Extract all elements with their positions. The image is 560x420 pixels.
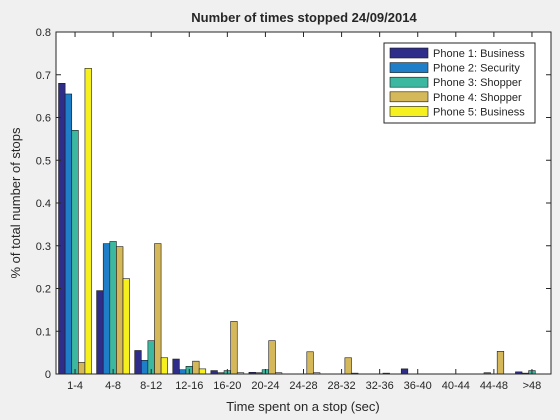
bar-series-5-1216: [198, 368, 207, 375]
legend: Phone 1: Business Phone 2: Security Phone …: [383, 42, 536, 124]
bar-series-1-14: [58, 83, 66, 375]
x-tick-label: 28-32: [328, 380, 356, 392]
x-tick-label: 36-40: [404, 380, 432, 392]
x-axis-ticks: 1-4 4-8 8-12 12-16 16-20 20-24 24-28 28-32 32-36…: [67, 32, 541, 392]
bar-series-3-48: [109, 241, 117, 375]
y-axis-label: % of total number of stops: [8, 127, 23, 279]
legend-label: Phone 2: Security: [433, 63, 520, 75]
bar-series-1-812: [134, 350, 142, 375]
x-tick-label: 40-44: [442, 380, 470, 392]
y-tick-label: 0.7: [36, 70, 51, 82]
legend-items: Phone 1: Business Phone 2: Security Phone …: [389, 47, 525, 118]
bar-series-2-14: [64, 93, 73, 375]
x-axis-label: Time spent on a stop (sec): [226, 399, 379, 414]
plot-box: [55, 31, 552, 375]
bar-series-2-1216: [179, 369, 187, 375]
x-tick-label: 8-12: [140, 380, 162, 392]
x-tick-label: 12-16: [175, 380, 203, 392]
bar-series-5-812: [160, 357, 168, 375]
y-tick-label: 0.8: [36, 27, 51, 39]
bar-series-4-1216: [192, 360, 200, 375]
legend-swatch: [389, 76, 429, 88]
bar-series-4-2428: [306, 351, 314, 375]
bar-series-4-812: [154, 243, 162, 375]
bar-series-4-2832: [344, 357, 352, 375]
legend-label: Phone 1: Business: [433, 48, 525, 60]
y-tick-label: 0.6: [36, 113, 51, 125]
bar-series-4-48: [116, 246, 124, 375]
y-tick-label: 0: [45, 369, 51, 381]
x-tick-label: 20-24: [251, 380, 279, 392]
bar-series-1-1216: [172, 358, 180, 375]
bar-series-3-14: [71, 130, 79, 375]
bar-series-2-812: [140, 360, 149, 375]
y-tick-label: 0.2: [36, 284, 51, 296]
y-axis-ticks: 0 0.1 0.2 0.3 0.4 0.5 0.6 0.7 0.8: [36, 27, 551, 381]
chart-title: Number of times stopped 24/09/2014: [191, 10, 417, 25]
x-tick-label: >48: [523, 380, 542, 392]
x-tick-label: 44-48: [480, 380, 508, 392]
legend-swatch: [389, 106, 429, 117]
x-tick-label: 1-4: [67, 380, 83, 392]
legend-swatch: [389, 47, 429, 59]
bar-series-1-3640: [400, 368, 409, 375]
bar-series-1-48: [96, 290, 104, 375]
x-tick-label: 32-36: [366, 380, 394, 392]
y-tick-label: 0.5: [36, 155, 51, 167]
y-tick-label: 0.1: [36, 326, 51, 338]
bar-series-1-1620: [210, 370, 218, 375]
bar-series-4-4448: [496, 351, 505, 375]
y-tick-label: 0.3: [36, 241, 51, 253]
bar-series-5-48: [122, 278, 130, 375]
bar-series-4-2024: [268, 340, 276, 375]
x-tick-label: 16-20: [213, 380, 241, 392]
bar-series-4-14: [78, 362, 86, 375]
bar-series-2-48: [102, 243, 111, 375]
legend-label: Phone 3: Shopper: [433, 77, 522, 89]
x-tick-label: 24-28: [289, 380, 317, 392]
bar-series-4-1620: [230, 321, 238, 375]
legend-label: Phone 5: Business: [433, 106, 525, 118]
bar-series-5-14: [84, 68, 92, 375]
bar-series-3-812: [147, 340, 155, 375]
legend-swatch: [389, 62, 429, 73]
y-tick-label: 0.4: [36, 198, 51, 210]
legend-swatch: [389, 91, 429, 103]
x-tick-label: 4-8: [105, 380, 121, 392]
legend-label: Phone 4: Shopper: [433, 92, 522, 104]
